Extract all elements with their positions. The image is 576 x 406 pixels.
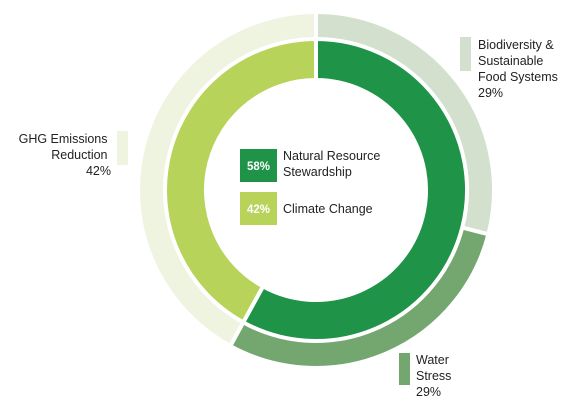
outer-label-ghg: GHG Emissions Reduction 42% (19, 131, 128, 178)
svg-text:Water Stress 2: Water Stress 29% (416, 353, 455, 399)
svg-text:GHG Emissions Reductio: GHG Emissions Reduction 42% (19, 132, 111, 178)
outer-label-biodiversity-line-1: Biodiversity & (478, 38, 554, 52)
svg-text:Biodiversity & Sustain: Biodiversity & Sustainable Food Systems … (478, 38, 561, 100)
center-legend-natural-resource: 58% Natural Resource Stewardship (240, 149, 384, 182)
outer-label-biodiversity-line-3: Food Systems (478, 70, 558, 84)
center-badge-natural-resource-value: 58% (247, 161, 270, 173)
center-label-natural-resource-line-1: Natural Resource (283, 149, 380, 163)
center-badge-climate-change-value: 42% (247, 204, 270, 216)
svg-text:Natural Resource Stewa: Natural Resource Stewardship (283, 149, 384, 179)
outer-label-ghg-value: 42% (86, 164, 111, 178)
outer-label-ghg-swatch (117, 131, 128, 165)
outer-label-ghg-line-2: Reduction (51, 148, 107, 162)
inner-slice-climate-change (163, 36, 318, 326)
center-label-natural-resource-line-2: Stewardship (283, 165, 352, 179)
outer-label-biodiversity-value: 29% (478, 86, 503, 100)
center-legend-climate-change: 42% Climate Change (240, 192, 373, 225)
outer-label-water-stress-line-2: Stress (416, 369, 451, 383)
outer-label-water-stress: Water Stress 29% (399, 353, 455, 399)
inner-ring (163, 36, 469, 343)
outer-label-biodiversity: Biodiversity & Sustainable Food Systems … (460, 37, 561, 100)
outer-label-biodiversity-swatch (460, 37, 471, 71)
outer-label-biodiversity-line-2: Sustainable (478, 54, 543, 68)
center-badge-natural-resource (240, 149, 277, 182)
outer-label-water-stress-value: 29% (416, 385, 441, 399)
center-badge-climate-change (240, 192, 277, 225)
outer-label-water-stress-line-1: Water (416, 353, 449, 367)
outer-label-water-stress-swatch (399, 353, 410, 385)
inner-slice-natural-resource-stewardship (240, 36, 469, 343)
outer-label-ghg-line-1: GHG Emissions (19, 132, 108, 146)
center-label-climate-change: Climate Change (283, 202, 373, 216)
